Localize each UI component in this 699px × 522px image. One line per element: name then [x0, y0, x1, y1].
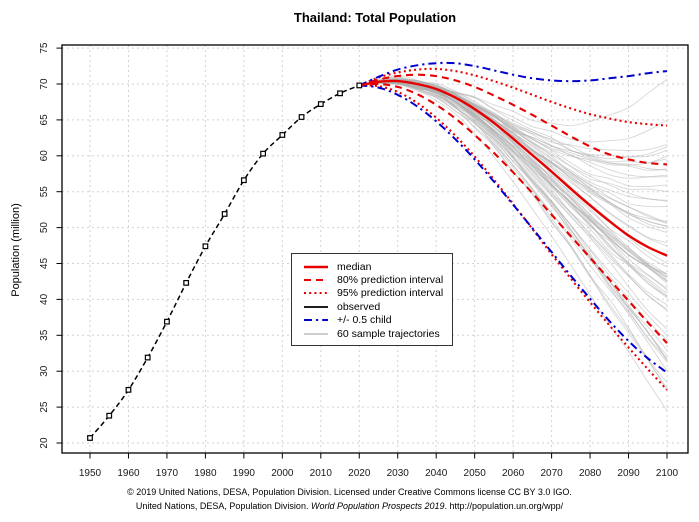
x-tick-label: 1950: [79, 468, 102, 479]
sample-trajectory: [359, 78, 668, 225]
x-tick-label: 2020: [348, 468, 371, 479]
observed-marker: [106, 412, 113, 419]
legend-label: 60 sample trajectories: [337, 327, 440, 340]
y-tick-label: 30: [39, 365, 50, 377]
series-pi95_lower: [359, 84, 668, 391]
series-median: [359, 79, 668, 257]
x-tick-label: 2080: [579, 468, 602, 479]
x-tick-label: 1970: [156, 468, 179, 479]
observed-marker: [317, 101, 324, 108]
series-plus_half_child: [358, 61, 668, 87]
y-tick-label: 20: [39, 437, 50, 449]
legend-item: median: [303, 260, 452, 273]
x-tick-label: 2090: [617, 468, 640, 479]
legend-item: observed: [303, 300, 452, 313]
legend-line-sample: [304, 292, 328, 295]
observed-marker: [164, 318, 170, 325]
legend-label: 95% prediction interval: [337, 287, 444, 300]
y-tick-label: 60: [39, 150, 50, 162]
sample-trajectory: [359, 81, 668, 341]
x-tick-label: 2050: [464, 468, 487, 479]
legend-item: 80% prediction interval: [303, 273, 452, 286]
y-tick-label: 50: [39, 222, 50, 234]
legend-label: 80% prediction interval: [337, 274, 444, 287]
legend-line-sample: [304, 265, 328, 268]
x-tick-label: 2010: [310, 468, 333, 479]
observed-marker: [125, 386, 132, 393]
legend-line-sample: [304, 279, 328, 282]
legend-item: +/- 0.5 child: [303, 314, 452, 327]
y-tick-label: 25: [39, 401, 50, 413]
legend-label: median: [337, 260, 372, 273]
series-pi80_upper: [359, 73, 668, 166]
series-pi95_upper: [358, 67, 668, 127]
series-minus_half_child: [359, 84, 668, 374]
x-tick-label: 1960: [117, 468, 140, 479]
source-line: United Nations, DESA, Population Divisio…: [0, 499, 699, 513]
legend-label: observed: [337, 300, 381, 313]
x-tick-label: 2060: [502, 468, 525, 479]
x-tick-label: 2100: [656, 468, 679, 479]
series-observed: [89, 84, 360, 439]
source-line-post: . http://population.un.org/wpp/: [444, 501, 564, 511]
observed-marker: [240, 177, 247, 184]
sample-trajectory: [359, 81, 668, 306]
y-tick-label: 75: [39, 42, 50, 54]
x-tick-label: 2030: [387, 468, 410, 479]
sample-trajectory: [359, 82, 668, 372]
x-tick-label: 1990: [233, 468, 256, 479]
y-tick-label: 35: [39, 329, 50, 341]
legend-line-sample: [304, 319, 328, 322]
observed-marker: [87, 435, 93, 441]
observed-marker: [202, 243, 209, 250]
observed-marker: [337, 90, 343, 97]
y-tick-label: 70: [39, 78, 50, 90]
sample-trajectory: [359, 80, 668, 268]
y-tick-label: 65: [39, 114, 50, 126]
observed-marker: [221, 211, 228, 217]
series-pi80_lower: [359, 82, 668, 344]
observed-marker: [260, 150, 266, 157]
observed-marker: [298, 114, 305, 120]
footer: © 2019 United Nations, DESA, Population …: [0, 485, 699, 513]
observed-marker: [279, 132, 286, 138]
chart-title: Thailand: Total Population: [293, 10, 457, 25]
y-tick-label: 55: [39, 186, 50, 198]
x-tick-label: 2070: [540, 468, 563, 479]
y-tick-label: 40: [39, 293, 50, 305]
copyright-line: © 2019 United Nations, DESA, Population …: [127, 487, 572, 497]
observed-marker: [183, 279, 190, 286]
source-line-italic: World Population Prospects 2019: [310, 501, 445, 511]
legend-box: median 80% prediction interval 95% predict…: [291, 253, 453, 346]
legend-item: 95% prediction interval: [303, 287, 452, 300]
legend-line-sample: [304, 305, 328, 308]
observed-marker: [356, 82, 363, 89]
x-tick-label: 2040: [425, 468, 448, 479]
y-tick-label: 45: [39, 258, 50, 270]
observed-marker: [144, 354, 151, 361]
legend-line-sample: [304, 333, 328, 335]
legend-label: +/- 0.5 child: [337, 314, 392, 327]
sample-trajectory: [359, 79, 668, 192]
legend-item: 60 sample trajectories: [303, 327, 452, 340]
x-tick-label: 2000: [271, 468, 294, 479]
plot-border: [61, 44, 689, 454]
source-line-pre: United Nations, DESA, Population Divisio…: [135, 501, 311, 511]
x-tick-label: 1980: [194, 468, 217, 479]
